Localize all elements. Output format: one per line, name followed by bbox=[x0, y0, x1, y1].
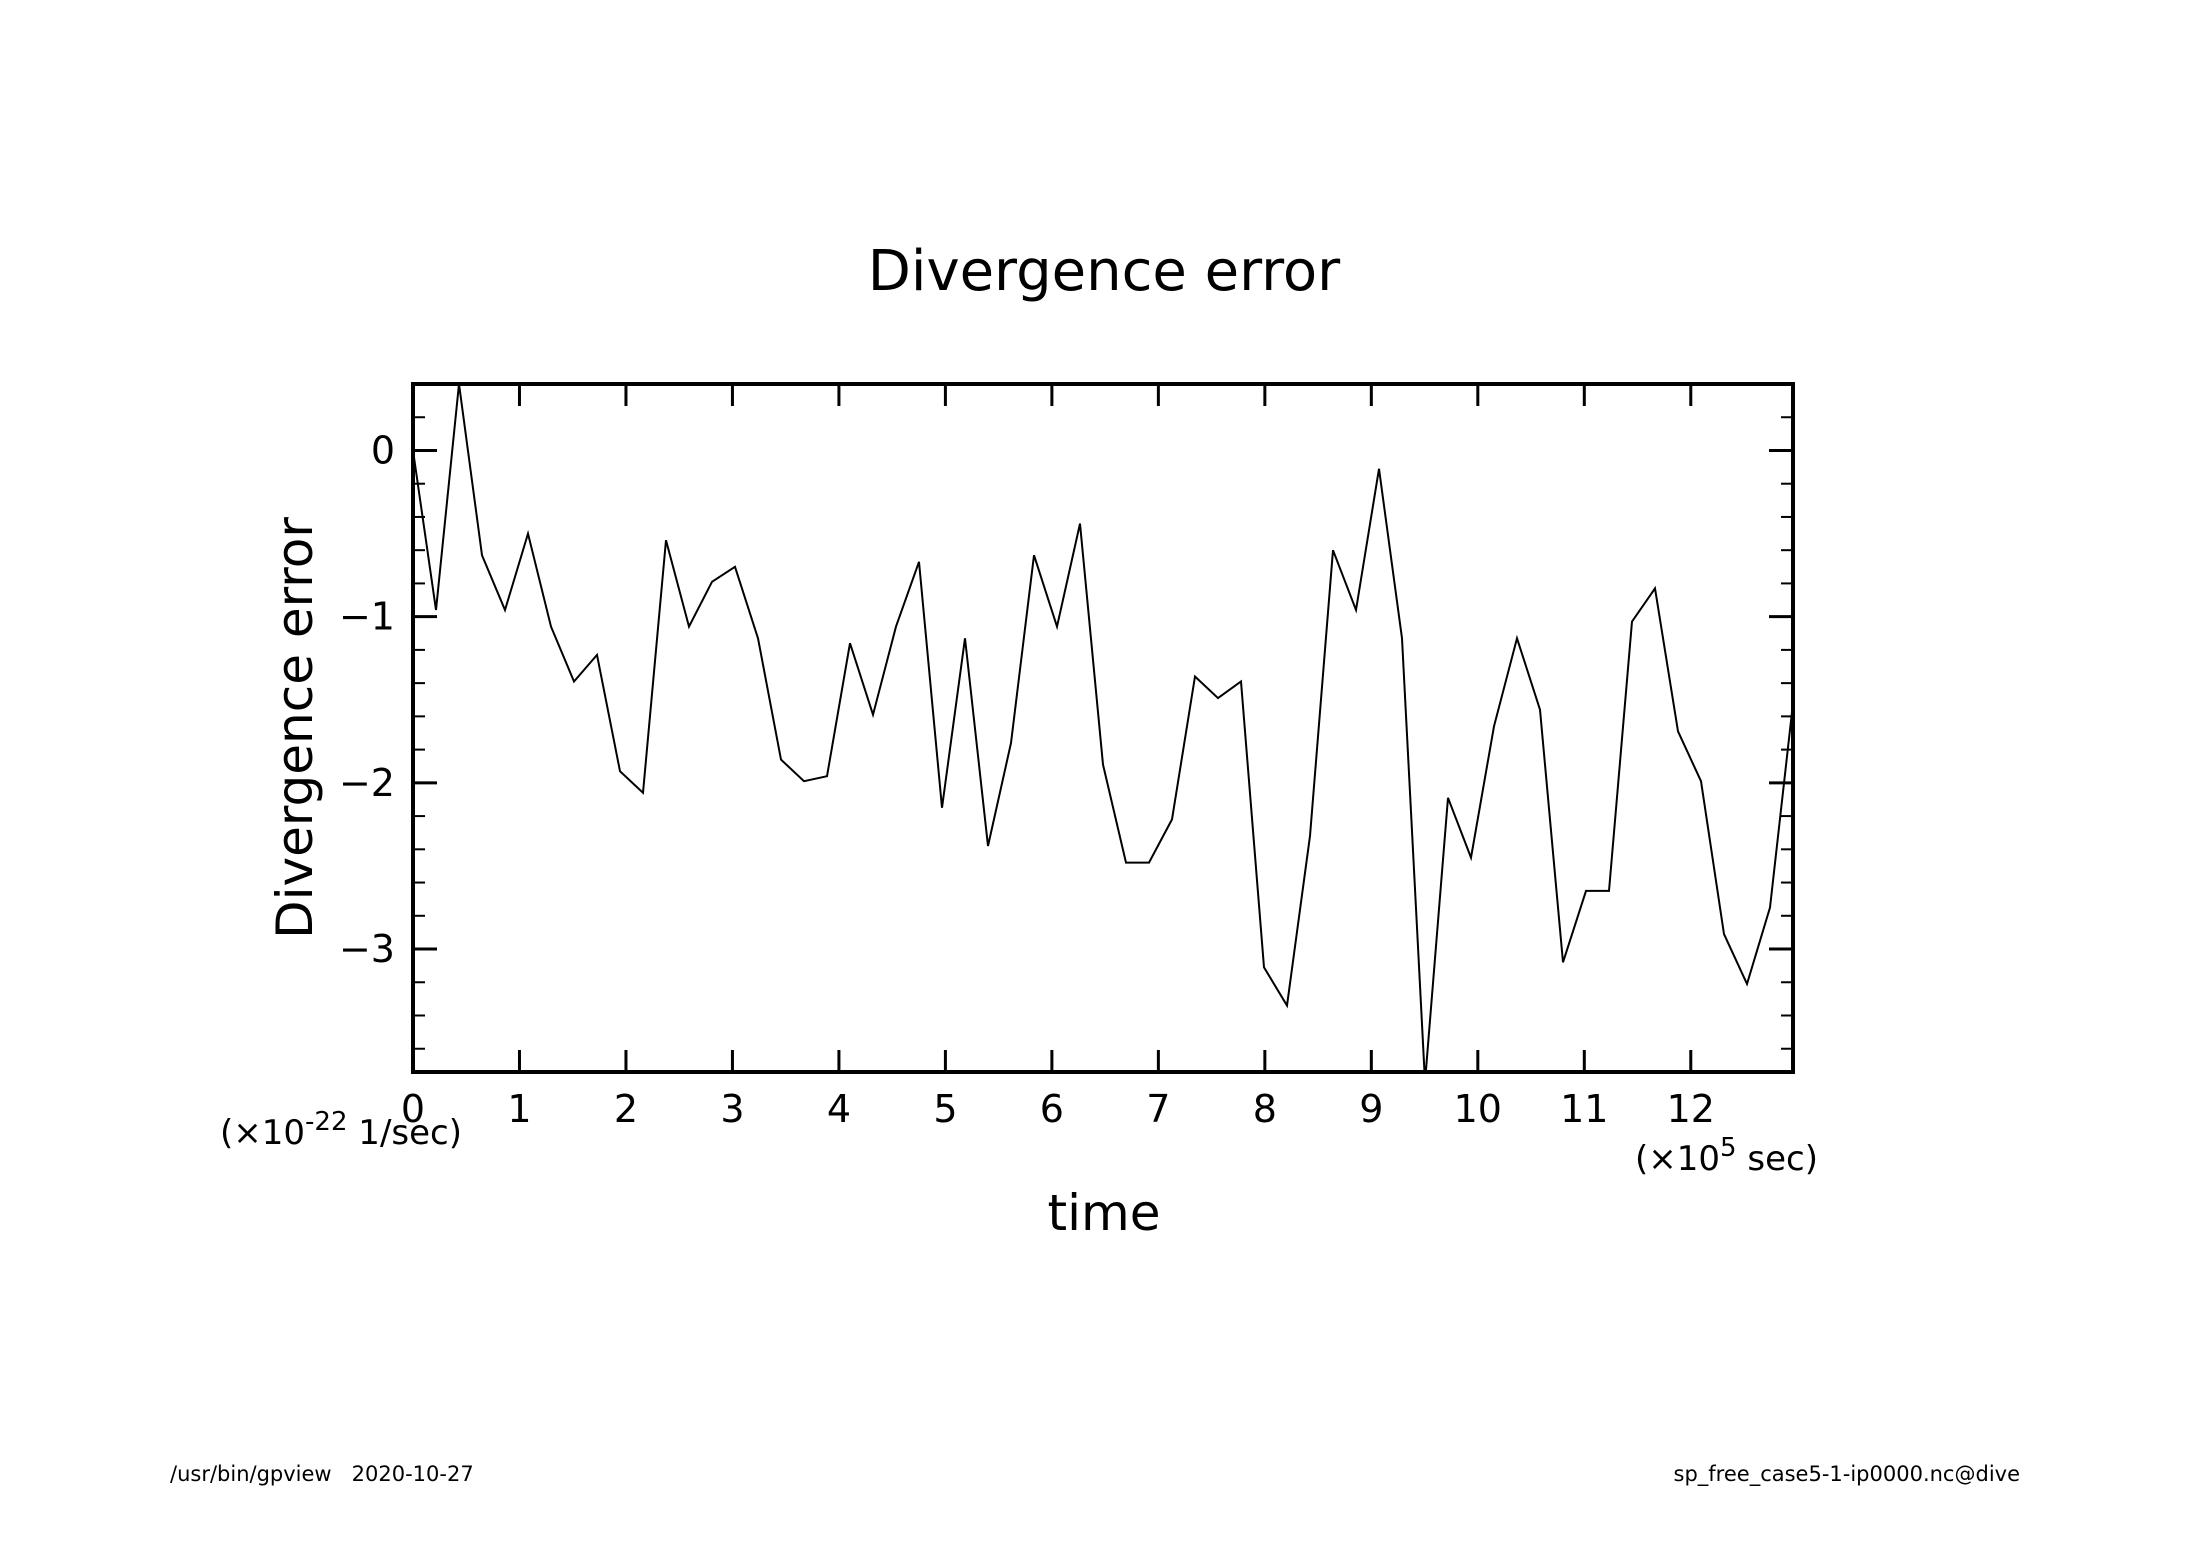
y-unit-prefix: (×10 bbox=[220, 1113, 305, 1153]
x-tick-label: 0 bbox=[401, 1087, 425, 1131]
x-tick-label: 1 bbox=[507, 1087, 531, 1131]
y-tick-label: −2 bbox=[339, 761, 395, 805]
x-tick-label: 5 bbox=[933, 1087, 957, 1131]
footer-program-info: /usr/bin/gpview 2020-10-27 bbox=[170, 1462, 474, 1486]
footer-program: /usr/bin/gpview bbox=[170, 1462, 332, 1486]
y-unit-suffix: 1/sec) bbox=[348, 1113, 462, 1153]
x-tick-label: 2 bbox=[614, 1087, 638, 1131]
series-line bbox=[413, 384, 1793, 1072]
y-unit-label: (×10-22 1/sec) bbox=[220, 1107, 462, 1153]
y-unit-exponent: -22 bbox=[305, 1107, 347, 1137]
x-tick-label: 12 bbox=[1667, 1087, 1715, 1131]
x-tick-label: 7 bbox=[1146, 1087, 1170, 1131]
y-axis-label: Divergence error bbox=[266, 517, 324, 939]
plot-frame bbox=[411, 382, 1795, 1074]
x-tick-label: 11 bbox=[1560, 1087, 1608, 1131]
x-unit-suffix: sec) bbox=[1737, 1139, 1818, 1179]
chart-title: Divergence error bbox=[868, 239, 1341, 304]
x-tick-label: 10 bbox=[1454, 1087, 1502, 1131]
x-tick-label: 4 bbox=[827, 1087, 851, 1131]
footer-date: 2020-10-27 bbox=[351, 1462, 474, 1486]
y-tick-label: −1 bbox=[339, 595, 395, 639]
x-tick-label: 8 bbox=[1253, 1087, 1277, 1131]
y-minor-ticks bbox=[413, 383, 1793, 1050]
footer-source-file: sp_free_case5-1-ip0000.nc@dive bbox=[1673, 1462, 2020, 1486]
x-tick-labels: 0 1 2 3 4 5 6 7 8 9 10 11 12 bbox=[401, 1087, 1715, 1131]
y-tick-labels: −3 −2 −1 0 bbox=[339, 428, 395, 971]
x-unit-exponent: 5 bbox=[1720, 1133, 1737, 1163]
x-tick-label: 3 bbox=[720, 1087, 744, 1131]
x-tick-label: 9 bbox=[1359, 1087, 1383, 1131]
x-major-ticks bbox=[411, 384, 1693, 1072]
x-tick-label: 6 bbox=[1040, 1087, 1064, 1131]
y-major-ticks bbox=[413, 448, 1793, 951]
x-unit-label: (×105 sec) bbox=[1635, 1133, 1818, 1179]
x-axis-label: time bbox=[1048, 1184, 1161, 1242]
y-tick-label: 0 bbox=[371, 428, 395, 472]
x-unit-prefix: (×10 bbox=[1635, 1139, 1720, 1179]
y-tick-label: −3 bbox=[339, 927, 395, 971]
